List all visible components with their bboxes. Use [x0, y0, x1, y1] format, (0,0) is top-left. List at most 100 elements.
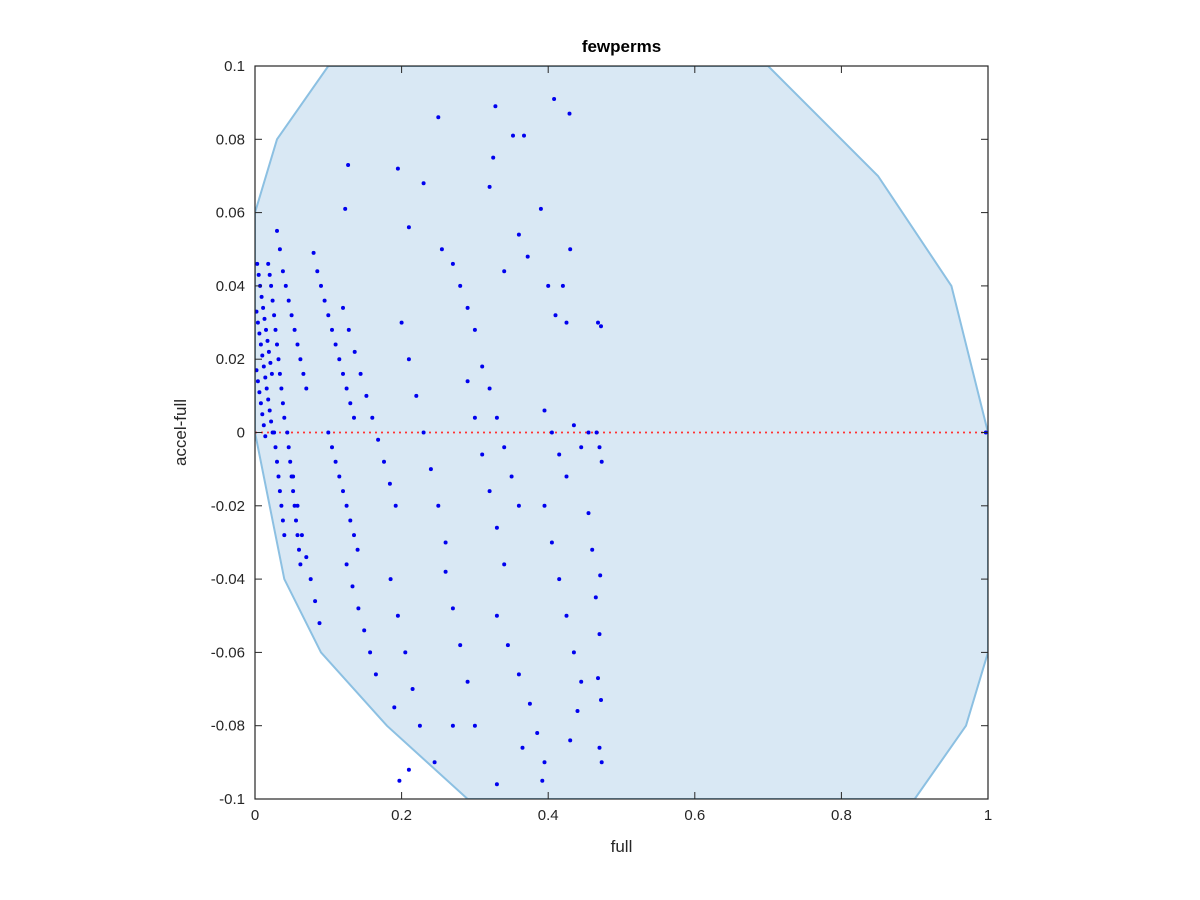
data-point: [301, 371, 306, 376]
data-point: [346, 327, 351, 332]
data-point: [599, 324, 603, 329]
data-point: [538, 206, 543, 211]
data-point: [465, 379, 470, 384]
data-point: [299, 533, 304, 538]
data-point: [436, 115, 441, 120]
data-point: [403, 650, 408, 655]
x-tick-label: 1: [984, 807, 992, 824]
data-point: [261, 423, 266, 428]
data-point: [542, 503, 547, 508]
data-point: [542, 408, 547, 413]
data-point: [273, 445, 278, 450]
data-point: [298, 357, 303, 362]
data-point: [263, 375, 268, 380]
data-point: [333, 459, 338, 464]
data-point: [358, 371, 363, 376]
data-point: [549, 430, 554, 435]
data-point: [279, 503, 284, 508]
data-point: [292, 327, 297, 332]
data-point: [260, 353, 265, 358]
y-axis-ticks: -0.1 -0.08 -0.06 -0.04 -0.02 0 0.02 0.04 0.06 0.0…: [211, 58, 988, 808]
data-point: [260, 412, 265, 417]
data-point: [549, 540, 554, 545]
data-point: [280, 518, 285, 523]
data-point: [535, 731, 540, 735]
data-point: [599, 459, 604, 464]
data-point: [288, 459, 293, 464]
data-point: [270, 298, 275, 303]
data-point: [272, 313, 277, 318]
data-point: [341, 489, 345, 494]
data-point: [465, 679, 470, 684]
data-point: [326, 313, 331, 318]
data-point: [269, 371, 274, 376]
data-point: [410, 687, 415, 691]
data-point: [428, 467, 433, 472]
data-point: [579, 445, 584, 450]
data-point: [330, 445, 334, 450]
data-point: [399, 320, 404, 325]
data-point: [348, 518, 353, 523]
data-point: [522, 133, 526, 138]
data-point: [493, 104, 498, 109]
data-point: [267, 272, 272, 277]
x-tick-label: 0: [251, 807, 259, 824]
data-point: [392, 705, 397, 710]
data-point: [502, 269, 507, 274]
data-point: [487, 386, 492, 391]
data-point: [509, 474, 514, 479]
data-point: [406, 225, 411, 230]
data-point: [472, 415, 477, 420]
data-point: [315, 269, 320, 274]
data-point: [480, 452, 485, 457]
data-point: [516, 232, 521, 237]
data-point: [406, 357, 411, 362]
data-point: [494, 613, 499, 618]
data-point: [282, 415, 287, 420]
data-point: [255, 309, 259, 314]
data-point: [269, 283, 274, 288]
data-point: [450, 261, 455, 266]
data-point: [540, 778, 545, 783]
data-point: [277, 489, 282, 494]
data-point: [258, 342, 263, 347]
data-point: [597, 445, 602, 450]
data-point: [560, 283, 565, 288]
data-point: [356, 606, 361, 611]
data-point: [257, 331, 262, 336]
data-point: [322, 298, 327, 303]
data-point: [275, 228, 279, 233]
x-axis-ticks: 0 0.2 0.4 0.6 0.8 1: [251, 66, 992, 824]
data-point: [382, 459, 386, 464]
x-tick-label: 0.2: [391, 807, 412, 824]
data-point: [343, 206, 348, 211]
data-point: [520, 745, 525, 750]
data-point: [261, 364, 266, 369]
data-point: [450, 606, 455, 611]
data-point: [276, 474, 281, 479]
data-point: [370, 415, 375, 420]
x-tick-label: 0.8: [831, 807, 852, 824]
data-point: [571, 650, 576, 655]
data-point: [586, 430, 591, 435]
data-point: [542, 760, 547, 765]
data-point: [286, 298, 291, 303]
data-point: [344, 503, 349, 508]
data-point: [594, 430, 599, 435]
data-point: [286, 445, 291, 450]
data-point: [480, 364, 485, 369]
data-point: [564, 320, 569, 325]
y-tick-label: -0.1: [219, 791, 245, 808]
data-point: [458, 643, 463, 648]
data-point: [298, 562, 303, 567]
data-point: [505, 643, 510, 648]
data-point: [319, 283, 323, 288]
data-point: [294, 518, 298, 523]
data-points: [255, 97, 988, 787]
data-point: [344, 562, 349, 567]
data-point: [414, 393, 419, 398]
data-point: [552, 97, 557, 101]
y-tick-label: 0.06: [216, 205, 245, 222]
data-point: [395, 166, 400, 171]
